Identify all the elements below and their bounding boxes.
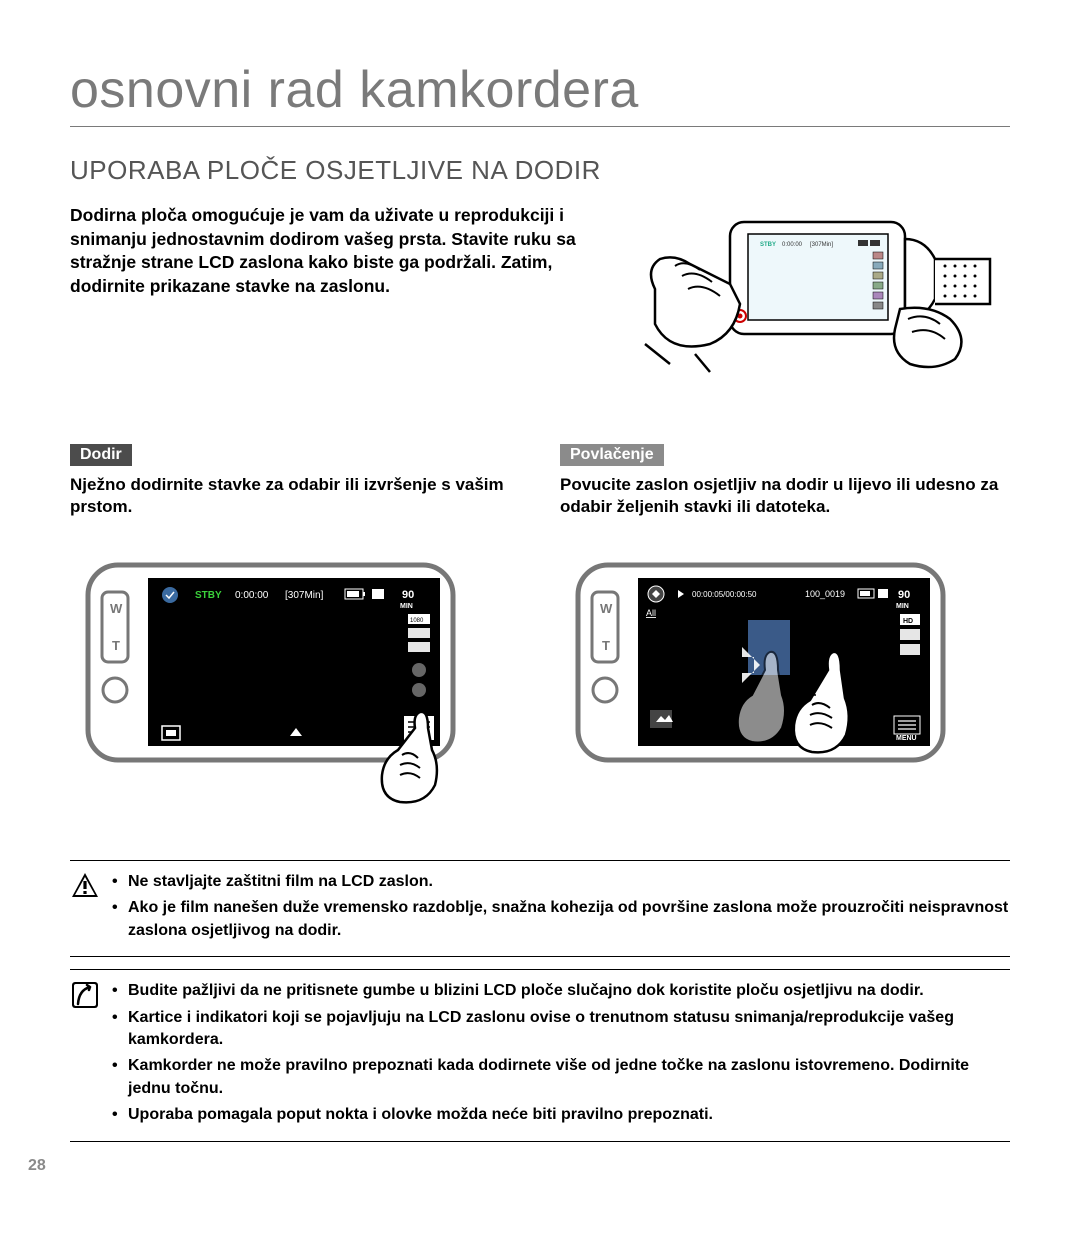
svg-text:MIN: MIN xyxy=(896,603,909,610)
warning-icon xyxy=(70,871,100,901)
info-item: Budite pažljivi da ne pritisnete gumbe u… xyxy=(110,980,1010,1002)
svg-text:All: All xyxy=(646,608,656,618)
svg-text:W: W xyxy=(600,601,613,616)
stby-label: STBY xyxy=(195,590,222,601)
info-item: Kartice i indikatori koji se pojavljuju … xyxy=(110,1007,1010,1052)
warning-item: Ne stavljajte zaštitni film na LCD zaslo… xyxy=(110,871,1010,893)
svg-text:100_0019: 100_0019 xyxy=(805,589,845,599)
svg-text:MIN: MIN xyxy=(400,603,413,610)
section-title: UPORABA PLOČE OSJETLJIVE NA DODIR xyxy=(70,155,1010,186)
badge-dodir: Dodir xyxy=(70,444,132,466)
dodir-illustration: W T STBY 0:00:00 [307Min] 90 MIN xyxy=(70,550,470,810)
main-title: osnovni rad kamkordera xyxy=(70,60,1010,127)
warning-note: Ne stavljajte zaštitni film na LCD zaslo… xyxy=(70,860,1010,957)
svg-text:MENU: MENU xyxy=(896,735,917,742)
svg-text:1080: 1080 xyxy=(410,618,424,624)
info-note: Budite pažljivi da ne pritisnete gumbe u… xyxy=(70,969,1010,1141)
svg-text:HD: HD xyxy=(903,618,913,625)
info-list: Budite pažljivi da ne pritisnete gumbe u… xyxy=(110,980,1010,1130)
note-icon xyxy=(70,980,100,1010)
column-povlacenje: Povlačenje Povucite zaslon osjetljiv na … xyxy=(560,444,1010,810)
remain-label: [307Min] xyxy=(285,590,324,601)
hands-holding-camera-illustration: STBY 0:00:00 [307Min] xyxy=(600,204,1010,374)
time-label: 0:00:00 xyxy=(235,590,269,601)
badge-povlacenje: Povlačenje xyxy=(560,444,664,466)
info-item: Uporaba pomagala poput nokta i olovke mo… xyxy=(110,1104,1010,1126)
svg-text:T: T xyxy=(112,638,120,653)
two-column-section: Dodir Nježno dodirnite stavke za odabir … xyxy=(70,444,1010,810)
stby-text: STBY xyxy=(760,242,776,248)
page-number: 28 xyxy=(28,1157,46,1175)
svg-text:0:00:00: 0:00:00 xyxy=(782,242,803,248)
svg-text:90: 90 xyxy=(898,589,910,601)
info-item: Kamkorder ne može pravilno prepoznati ka… xyxy=(110,1055,1010,1100)
warning-list: Ne stavljajte zaštitni film na LCD zaslo… xyxy=(110,871,1010,946)
column-dodir: Dodir Nježno dodirnite stavke za odabir … xyxy=(70,444,520,810)
povlacenje-description: Povucite zaslon osjetljiv na dodir u lij… xyxy=(560,474,1010,522)
svg-text:[307Min]: [307Min] xyxy=(810,242,833,248)
dodir-description: Nježno dodirnite stavke za odabir ili iz… xyxy=(70,474,520,522)
povlacenje-illustration: W T 00:00:05/00:00:50 100_0019 90 MIN Al… xyxy=(560,550,960,810)
intro-paragraph: Dodirna ploča omogućuje je vam da uživat… xyxy=(70,204,580,374)
intro-row: Dodirna ploča omogućuje je vam da uživat… xyxy=(70,204,1010,374)
svg-text:T: T xyxy=(602,638,610,653)
count-label: 90 xyxy=(402,589,414,601)
svg-text:W: W xyxy=(110,601,123,616)
warning-item: Ako je film nanešen duže vremensko razdo… xyxy=(110,897,1010,942)
svg-text:00:00:05/00:00:50: 00:00:05/00:00:50 xyxy=(692,590,757,599)
